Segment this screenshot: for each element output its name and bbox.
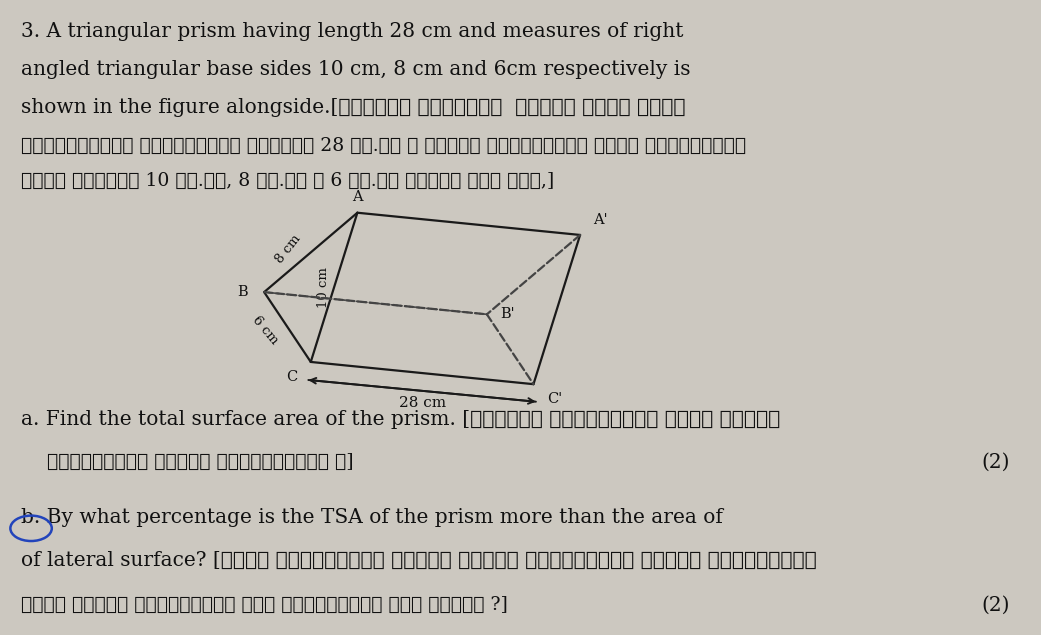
Text: मापन क्रमशः 10 से.मी, 8 से.मी र 6 से.मी रहेका छन् भने,]: मापन क्रमशः 10 से.मी, 8 से.मी र 6 से.मी … — [21, 171, 554, 189]
Text: त्रिभुजकार प्रिज्मको लम्बाइ 28 से.मी र समकोण त्रिकोणीय आधार भुजाहरूको: त्रिभुजकार प्रिज्मको लम्बाइ 28 से.मी र स… — [21, 137, 745, 154]
Text: C: C — [286, 370, 298, 384]
Text: b. By what percentage is the TSA of the prism more than the area of: b. By what percentage is the TSA of the … — [21, 508, 722, 527]
Text: 28 cm: 28 cm — [399, 396, 446, 410]
Text: B': B' — [501, 307, 515, 321]
Text: of lateral surface? [उक्त प्रिज्मको छड्के सतहको क्षेत्रफल भन्दा प्रिज्मको: of lateral surface? [उक्त प्रिज्मको छड्क… — [21, 551, 816, 570]
Text: 8 cm: 8 cm — [273, 232, 303, 266]
Text: 3. A triangular prism having length 28 cm and measures of right: 3. A triangular prism having length 28 c… — [21, 22, 683, 41]
Text: पूरा सतहको क्षेत्रफल कति प्रतिशतले बढी हुन्छ ?]: पूरा सतहको क्षेत्रफल कति प्रतिशतले बढी ह… — [21, 596, 508, 613]
Text: B: B — [237, 285, 248, 299]
Text: A: A — [352, 190, 362, 204]
Text: shown in the figure alongside.[दिइएको चित्रमा  समकोण आधार भएको: shown in the figure alongside.[दिइएको चि… — [21, 98, 685, 117]
Text: angled triangular base sides 10 cm, 8 cm and 6cm respectively is: angled triangular base sides 10 cm, 8 cm… — [21, 60, 690, 79]
Text: 6 cm: 6 cm — [249, 314, 280, 347]
Text: क्षेत्रफल पत्ता लगाउनुहोस् ।]: क्षेत्रफल पत्ता लगाउनुहोस् ।] — [47, 453, 353, 471]
Text: 10 cm: 10 cm — [318, 267, 330, 308]
Text: A': A' — [593, 213, 608, 227]
Text: C': C' — [547, 392, 562, 406]
Text: (2): (2) — [982, 596, 1010, 615]
Text: a. Find the total surface area of the prism. [दिइएको प्रिज्मको पूरा सतहको: a. Find the total surface area of the pr… — [21, 410, 780, 429]
Text: (2): (2) — [982, 453, 1010, 472]
